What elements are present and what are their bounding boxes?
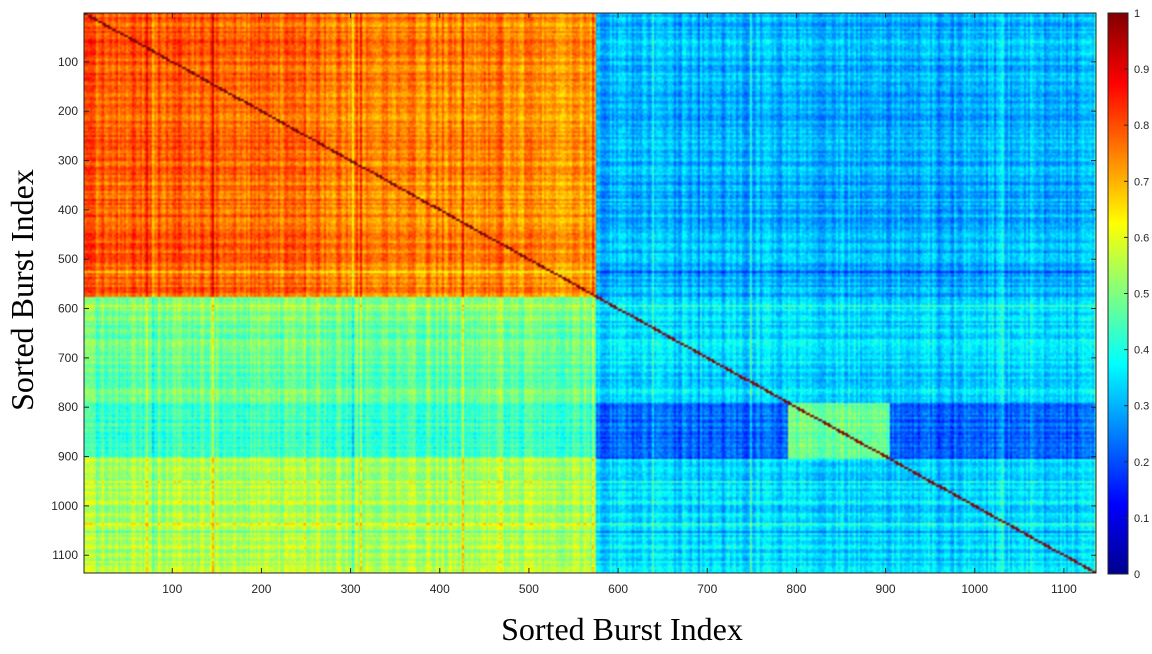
heatmap-plot-area xyxy=(83,12,1097,574)
x-tick-label: 1100 xyxy=(1051,582,1077,596)
x-tick-label: 800 xyxy=(786,582,806,596)
y-tick-label: 400 xyxy=(58,203,78,217)
colorbar-ticks: 0 0.1 0.2 0.3 0.4 0.5 0.6 0.7 0.8 0.9 1 xyxy=(1124,8,1149,581)
x-tick-label: 100 xyxy=(162,582,182,596)
x-axis-ticks: 100 200 300 400 500 600 700 800 900 1000 1100 xyxy=(162,13,1077,596)
colorbar-tick-label: 0 xyxy=(1134,569,1140,581)
colorbar-tick-label: 0.3 xyxy=(1134,401,1149,413)
colorbar-tick-label: 0.1 xyxy=(1134,513,1149,525)
y-axis-title: Sorted Burst Index xyxy=(4,169,40,411)
y-tick-label: 900 xyxy=(58,450,78,464)
colorbar-tick-label: 0.4 xyxy=(1134,345,1149,357)
heatmap-image xyxy=(84,13,1096,573)
colorbar-tick-label: 0.9 xyxy=(1134,64,1149,76)
x-tick-label: 600 xyxy=(608,582,628,596)
y-tick-label: 100 xyxy=(58,55,78,69)
colorbar-tick-label: 0.2 xyxy=(1134,457,1149,469)
x-axis-title: Sorted Burst Index xyxy=(501,611,743,647)
y-tick-label: 800 xyxy=(58,400,78,414)
colorbar-tick-label: 1 xyxy=(1134,8,1140,20)
y-tick-label: 700 xyxy=(58,351,78,365)
x-tick-label: 1000 xyxy=(961,582,988,596)
y-tick-label: 600 xyxy=(58,302,78,316)
y-tick-label: 200 xyxy=(58,104,78,118)
colorbar: 0 0.1 0.2 0.3 0.4 0.5 0.6 0.7 0.8 0.9 1 xyxy=(1107,8,1149,581)
x-tick-label: 400 xyxy=(430,582,450,596)
y-tick-label: 1000 xyxy=(51,499,78,513)
plot-frame xyxy=(83,12,1097,574)
x-tick-label: 500 xyxy=(519,582,539,596)
x-tick-label: 200 xyxy=(251,582,271,596)
x-tick-label: 700 xyxy=(697,582,717,596)
x-tick-label: 300 xyxy=(341,582,361,596)
y-tick-label: 500 xyxy=(58,252,78,266)
colorbar-tick-label: 0.6 xyxy=(1134,232,1149,244)
y-axis-ticks: 100 200 300 400 500 600 700 800 900 1000 1100 xyxy=(51,55,1096,562)
colorbar-tick-label: 0.8 xyxy=(1134,120,1149,132)
y-tick-label: 1100 xyxy=(52,548,78,562)
x-tick-label: 900 xyxy=(876,582,896,596)
y-tick-label: 300 xyxy=(58,154,78,168)
colorbar-tick-label: 0.7 xyxy=(1134,176,1149,188)
colorbar-tick-label: 0.5 xyxy=(1134,289,1149,301)
